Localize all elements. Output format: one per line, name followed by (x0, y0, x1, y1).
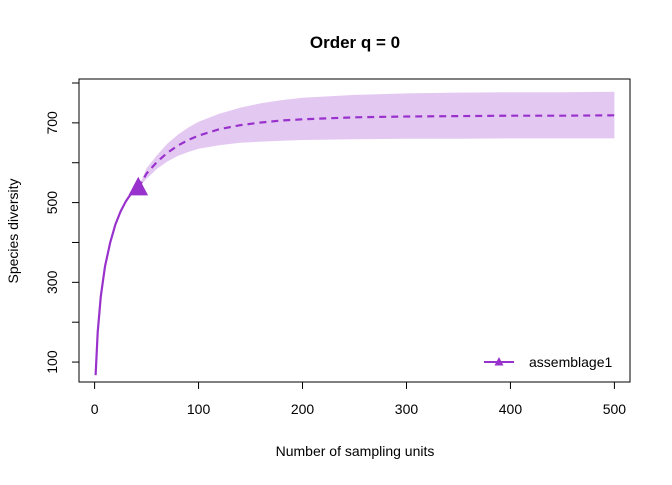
extrapolation-line (137, 114, 615, 189)
y-tick-label-500: 500 (44, 191, 60, 215)
x-tick-label-500: 500 (603, 401, 627, 417)
reference-point-marker (128, 176, 149, 196)
y-tick-label-100: 100 (44, 350, 60, 374)
plot-layer: 0 100 200 300 400 500 100 300 500 700 assemblage1 (44, 78, 631, 417)
x-tick-label-200: 200 (291, 401, 315, 417)
x-tick-label-100: 100 (187, 401, 211, 417)
x-tick-label-400: 400 (499, 401, 523, 417)
legend-label: assemblage1 (529, 354, 612, 370)
x-tick-label-0: 0 (91, 401, 99, 417)
y-tick-label-300: 300 (44, 270, 60, 294)
chart-title: Order q = 0 (310, 33, 400, 52)
y-axis-label: Species diversity (5, 178, 21, 283)
interpolation-line (94, 186, 139, 376)
x-tick-label-300: 300 (395, 401, 419, 417)
confidence-band (95, 91, 615, 376)
y-tick-label-700: 700 (44, 111, 60, 135)
x-axis-label: Number of sampling units (276, 443, 435, 459)
legend-marker (494, 357, 504, 366)
